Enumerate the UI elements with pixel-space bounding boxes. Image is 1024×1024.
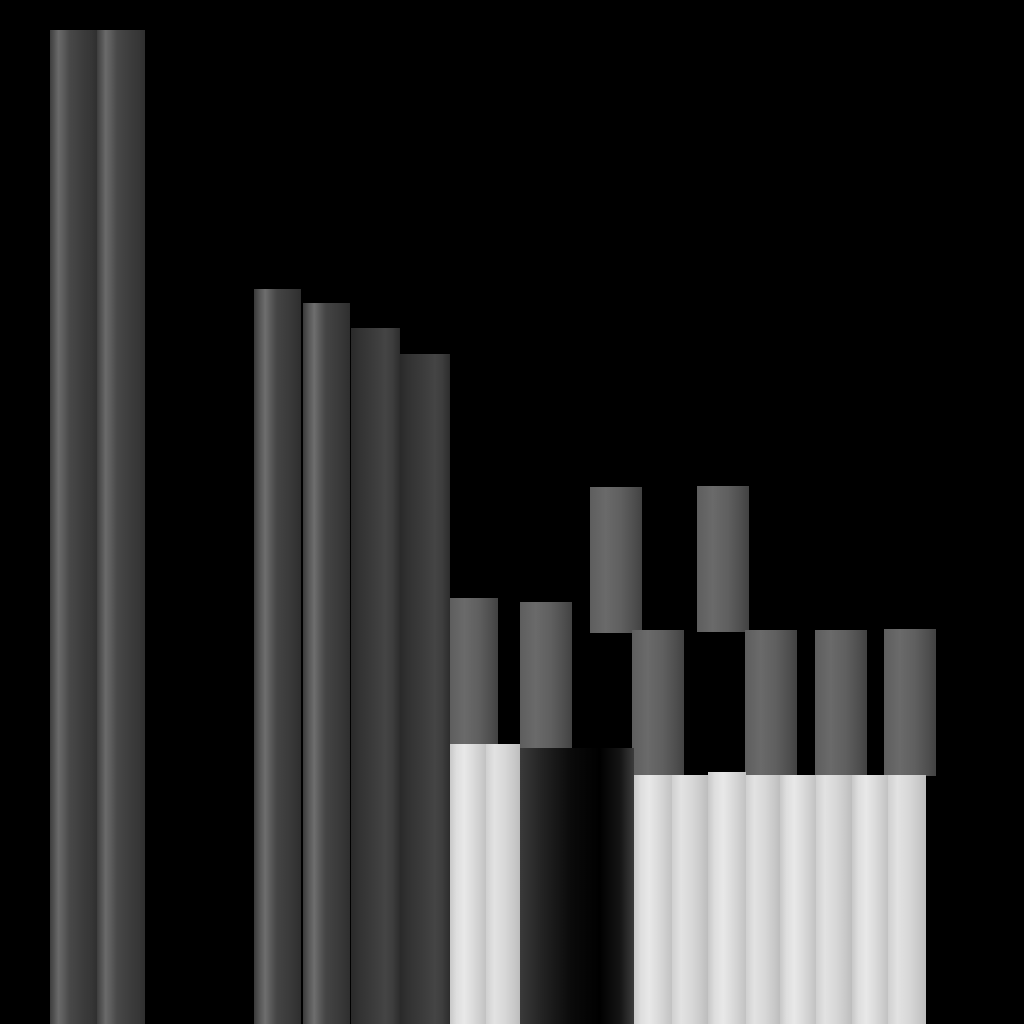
light-bar-10 [888,775,926,1024]
shadow-column [520,748,634,1024]
light-bar-8 [816,775,852,1024]
floating-block-2 [697,486,749,632]
stair-bar-3 [351,328,400,1024]
mid-block-3 [632,630,684,776]
light-bar-4 [672,775,708,1024]
tall-bar-1 [50,30,97,1024]
light-bar-5 [708,772,746,1024]
light-bar-9 [852,775,888,1024]
light-bar-3 [634,775,672,1024]
mid-block-4 [745,630,797,776]
tall-bar-2 [97,30,145,1024]
mid-block-1 [450,598,498,745]
floating-block-1 [590,487,642,633]
mid-block-6 [884,629,936,776]
light-bar-2 [486,744,520,1024]
light-bar-6 [746,775,780,1024]
stair-bar-4 [400,354,450,1024]
stair-bar-1 [254,289,301,1024]
mid-block-2 [520,602,572,748]
light-bar-7 [780,775,816,1024]
light-bar-1 [450,744,486,1024]
stair-bar-2 [303,303,350,1024]
mid-block-5 [815,630,867,776]
